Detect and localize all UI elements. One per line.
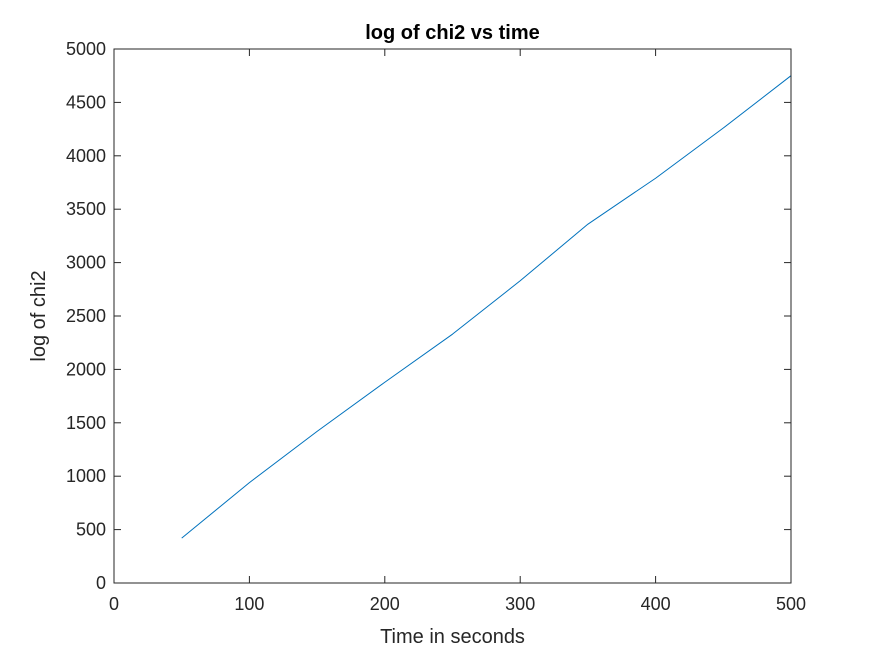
x-tick-label: 500 [776, 594, 806, 614]
y-tick-label: 4000 [66, 146, 106, 166]
x-axis-label: Time in seconds [380, 626, 525, 648]
y-tick-label: 4500 [66, 92, 106, 112]
series-layer [181, 75, 792, 539]
plot-area [114, 49, 791, 583]
x-tick-label: 200 [370, 594, 400, 614]
y-tick-label: 2500 [66, 306, 106, 326]
y-tick-label: 3500 [66, 199, 106, 219]
y-tick-label: 3000 [66, 253, 106, 273]
x-tick-label: 400 [641, 594, 671, 614]
y-tick-label: 1500 [66, 413, 106, 433]
x-tick-label: 300 [505, 594, 535, 614]
y-tick-label: 500 [76, 520, 106, 540]
series-line [181, 75, 792, 539]
y-axis-ticks: 0 500 1000 1500 2000 2500 3000 3500 4000 4500 5000 [66, 39, 791, 593]
y-tick-label: 2000 [66, 359, 106, 379]
chart-title: log of chi2 vs time [365, 22, 539, 44]
x-tick-label: 100 [234, 594, 264, 614]
x-tick-label: 0 [109, 594, 119, 614]
y-tick-label: 1000 [66, 466, 106, 486]
y-tick-label: 0 [96, 573, 106, 593]
axes-box [113, 48, 792, 584]
y-axis-label: log of chi2 [28, 270, 50, 361]
x-axis-ticks: 0 100 200 300 400 500 [109, 49, 806, 614]
y-tick-label: 5000 [66, 39, 106, 59]
